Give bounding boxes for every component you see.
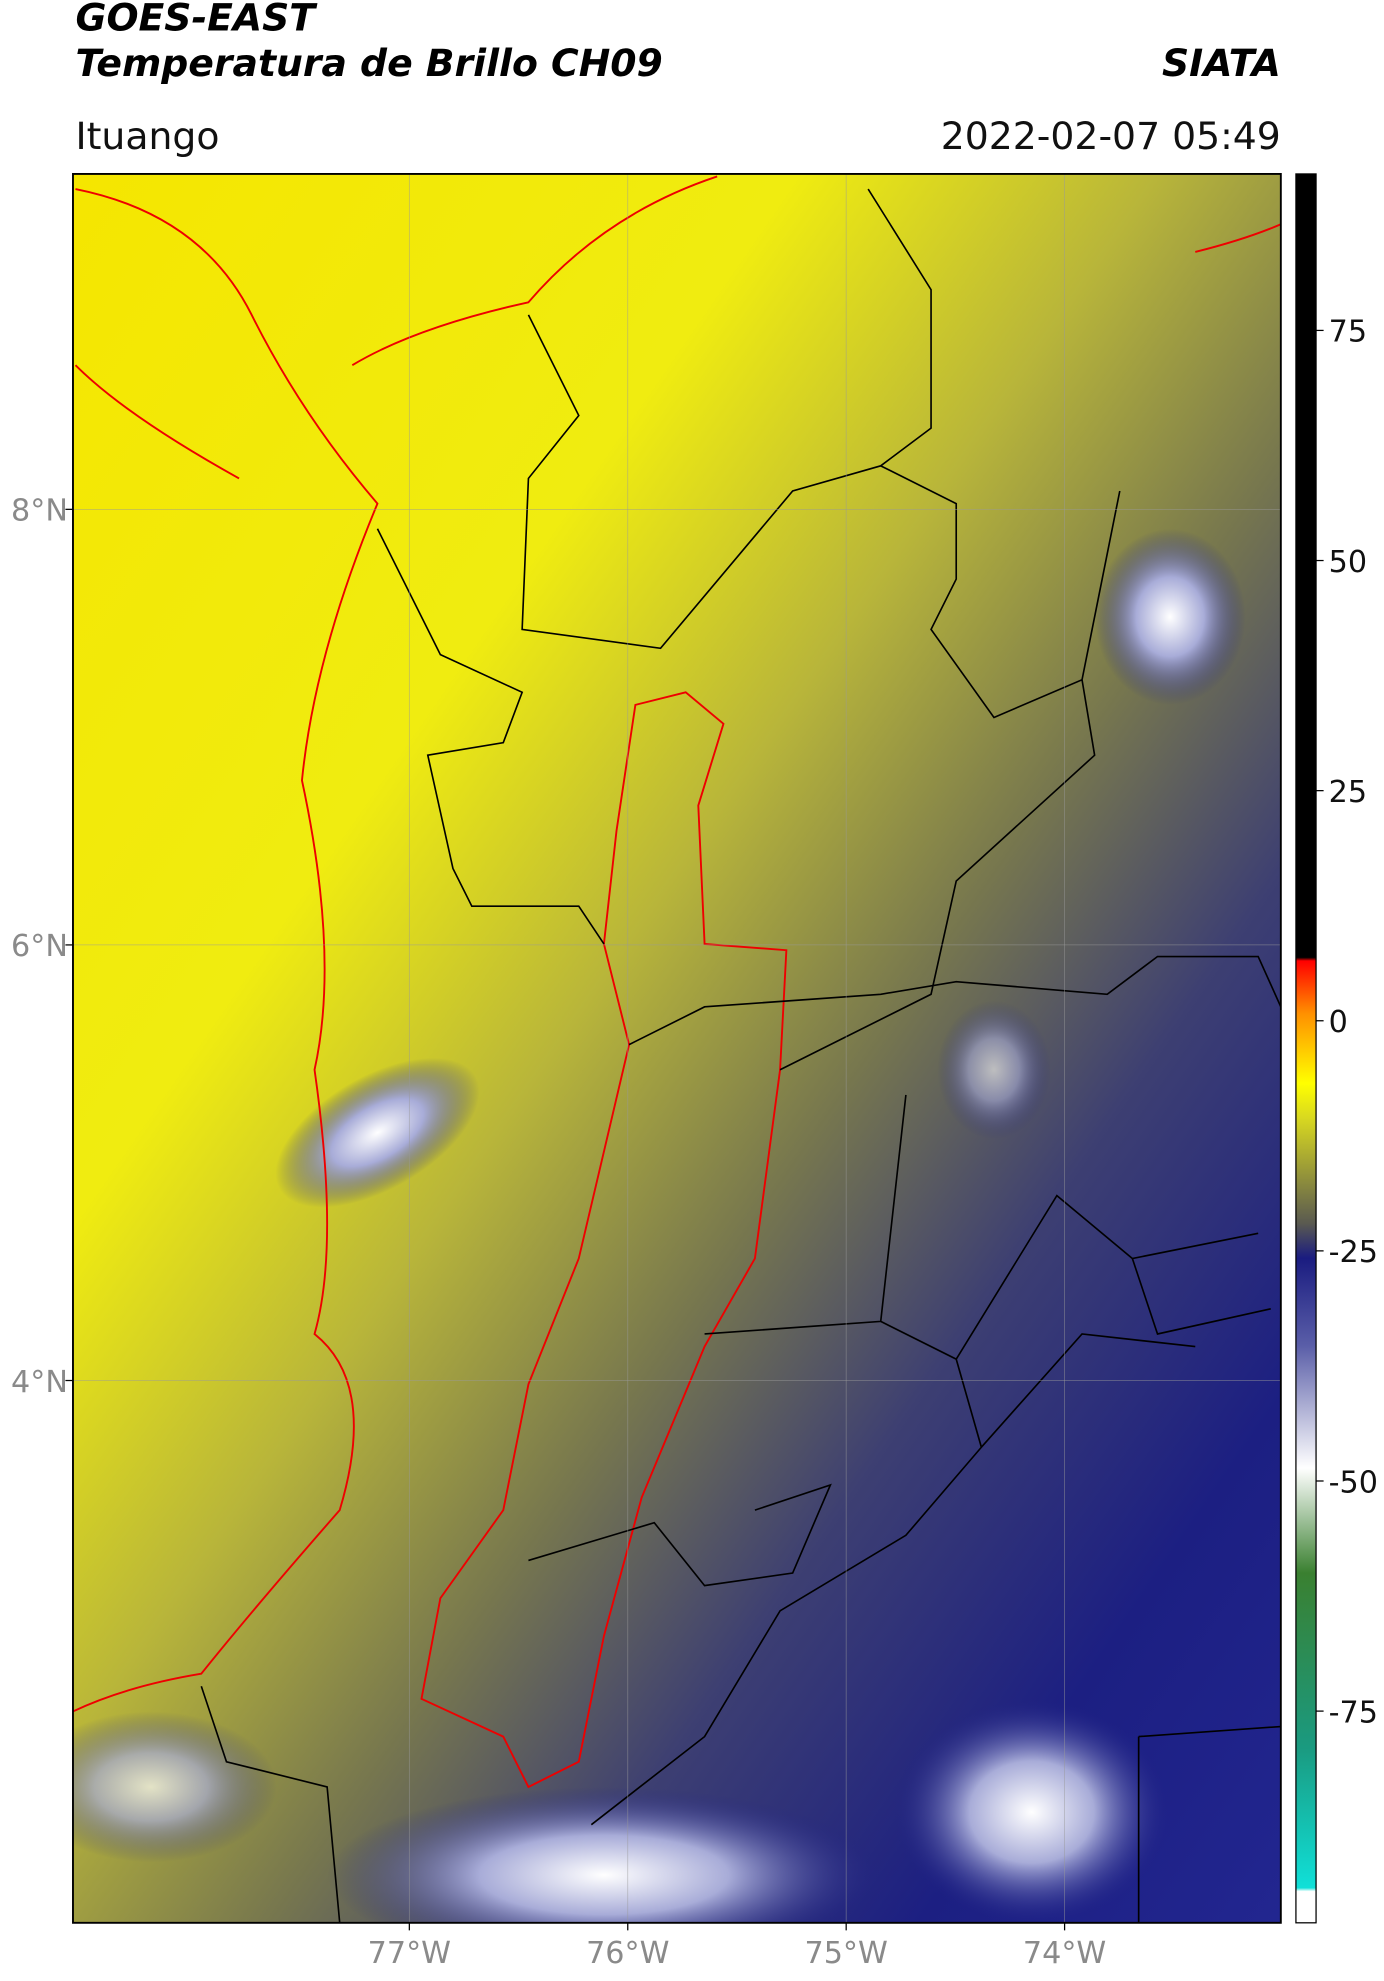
datetime: 2022-02-07 05:49 — [941, 114, 1281, 158]
colorbar-tick-label: 75 — [1329, 315, 1367, 350]
colorbar-tick-label: -50 — [1329, 1465, 1378, 1500]
y-tick-label: 4°N — [11, 1365, 68, 1400]
y-tick-label: 6°N — [11, 929, 68, 964]
subtitle: Temperatura de Brillo CH09 — [75, 41, 662, 85]
colorbar-tick-label: 0 — [1329, 1005, 1348, 1040]
location: Ituango — [75, 114, 219, 158]
source: SIATA — [1162, 41, 1281, 85]
x-tick-label: 77°W — [368, 1936, 451, 1971]
graticule: 77°W 76°W 75°W 74°W 8°N 6°N 4°N — [11, 173, 1281, 1971]
colorbar-ticks: 75 50 25 0 -25 -50 -75 — [1316, 315, 1378, 1730]
y-tick-label: 8°N — [11, 494, 68, 529]
colorbar-tick-label: 50 — [1329, 545, 1367, 580]
title: GOES-EAST — [75, 0, 318, 40]
satellite-image — [72, 173, 1281, 1923]
colorbar-tick-label: 25 — [1329, 775, 1367, 810]
colorbar — [1295, 173, 1317, 1924]
x-tick-label: 76°W — [586, 1936, 669, 1971]
colorbar-tick-label: -25 — [1329, 1235, 1378, 1270]
x-tick-label: 75°W — [804, 1936, 887, 1971]
x-tick-label: 74°W — [1023, 1936, 1106, 1971]
map-frame — [72, 172, 1282, 1924]
colorbar-tick-label: -75 — [1329, 1695, 1378, 1730]
